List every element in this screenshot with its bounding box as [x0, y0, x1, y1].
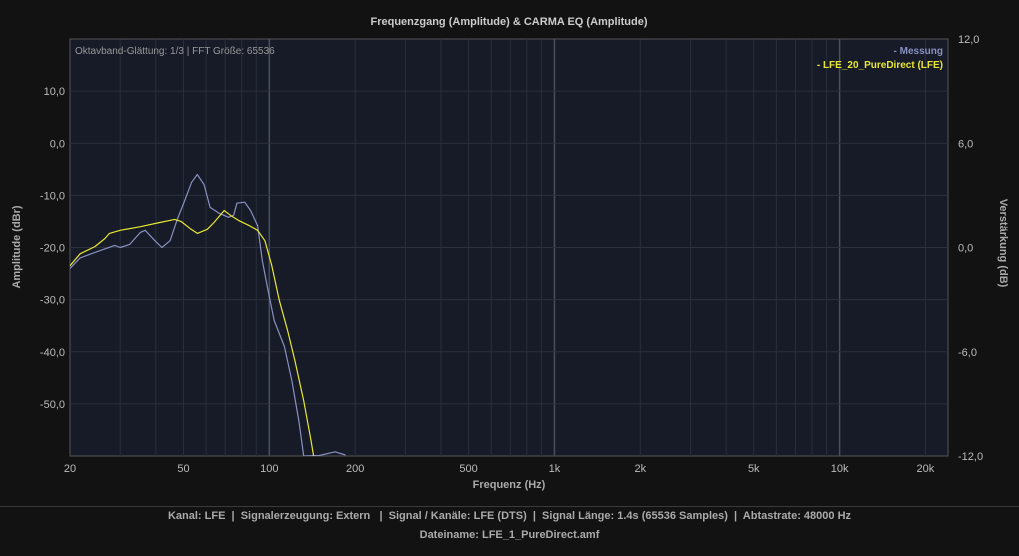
x-tick-label: 50: [177, 463, 189, 475]
x-tick-label: 200: [346, 463, 364, 475]
y-tick-label: -20,0: [40, 243, 65, 255]
y-tick-label: 0,0: [50, 138, 65, 150]
chart-title: Frequenzgang (Amplitude) & CARMA EQ (Amp…: [370, 16, 647, 28]
x-tick-label: 500: [459, 463, 477, 475]
y2-tick-label: 12,0: [958, 34, 979, 46]
legend-messung: - Messung: [894, 46, 943, 57]
frequency-response-chart: Frequenzgang (Amplitude) & CARMA EQ (Amp…: [11, 16, 1009, 491]
footer-info: Kanal: LFE | Signalerzeugung: Extern | S…: [0, 506, 1019, 545]
y-axis-label: Amplitude (dBr): [11, 205, 23, 288]
y-tick-label: -10,0: [40, 190, 65, 202]
y2-tick-label: 6,0: [958, 138, 973, 150]
grid: [70, 39, 948, 456]
y2-tick-label: -12,0: [958, 451, 983, 463]
y-tick-label: -30,0: [40, 295, 65, 307]
y-tick-label: -50,0: [40, 399, 65, 411]
y-tick-label: -40,0: [40, 347, 65, 359]
footer-signal-info: Kanal: LFE | Signalerzeugung: Extern | S…: [167, 510, 852, 522]
x-tick-label: 20: [64, 463, 76, 475]
series-line-messung: [70, 173, 346, 456]
x-tick-label: 20k: [917, 463, 935, 475]
series-lines: [70, 173, 346, 456]
series-line-eq: [70, 209, 315, 456]
footer-filename: Dateiname: LFE_1_PureDirect.amf: [419, 529, 600, 541]
x-tick-label: 5k: [748, 463, 760, 475]
ticks: 10,0 0,0 -10,0 -20,0 -30,0 -40,0 -50,0 12,0 6,0 0…: [40, 34, 983, 475]
x-tick-label: 1k: [549, 463, 561, 475]
y-tick-label: 10,0: [44, 86, 65, 98]
y2-axis-label: Verstärkung (dB): [997, 199, 1009, 288]
annotation-text: Oktavband-Glättung: 1/3 | FFT Größe: 655…: [75, 46, 275, 57]
x-tick-label: 2k: [634, 463, 646, 475]
x-axis-label: Frequenz (Hz): [473, 479, 546, 491]
legend-eq: - LFE_20_PureDirect (LFE): [817, 60, 943, 71]
y2-tick-label: 0,0: [958, 243, 973, 255]
y2-tick-label: -6,0: [958, 347, 977, 359]
x-tick-label: 10k: [831, 463, 849, 475]
x-tick-label: 100: [260, 463, 278, 475]
